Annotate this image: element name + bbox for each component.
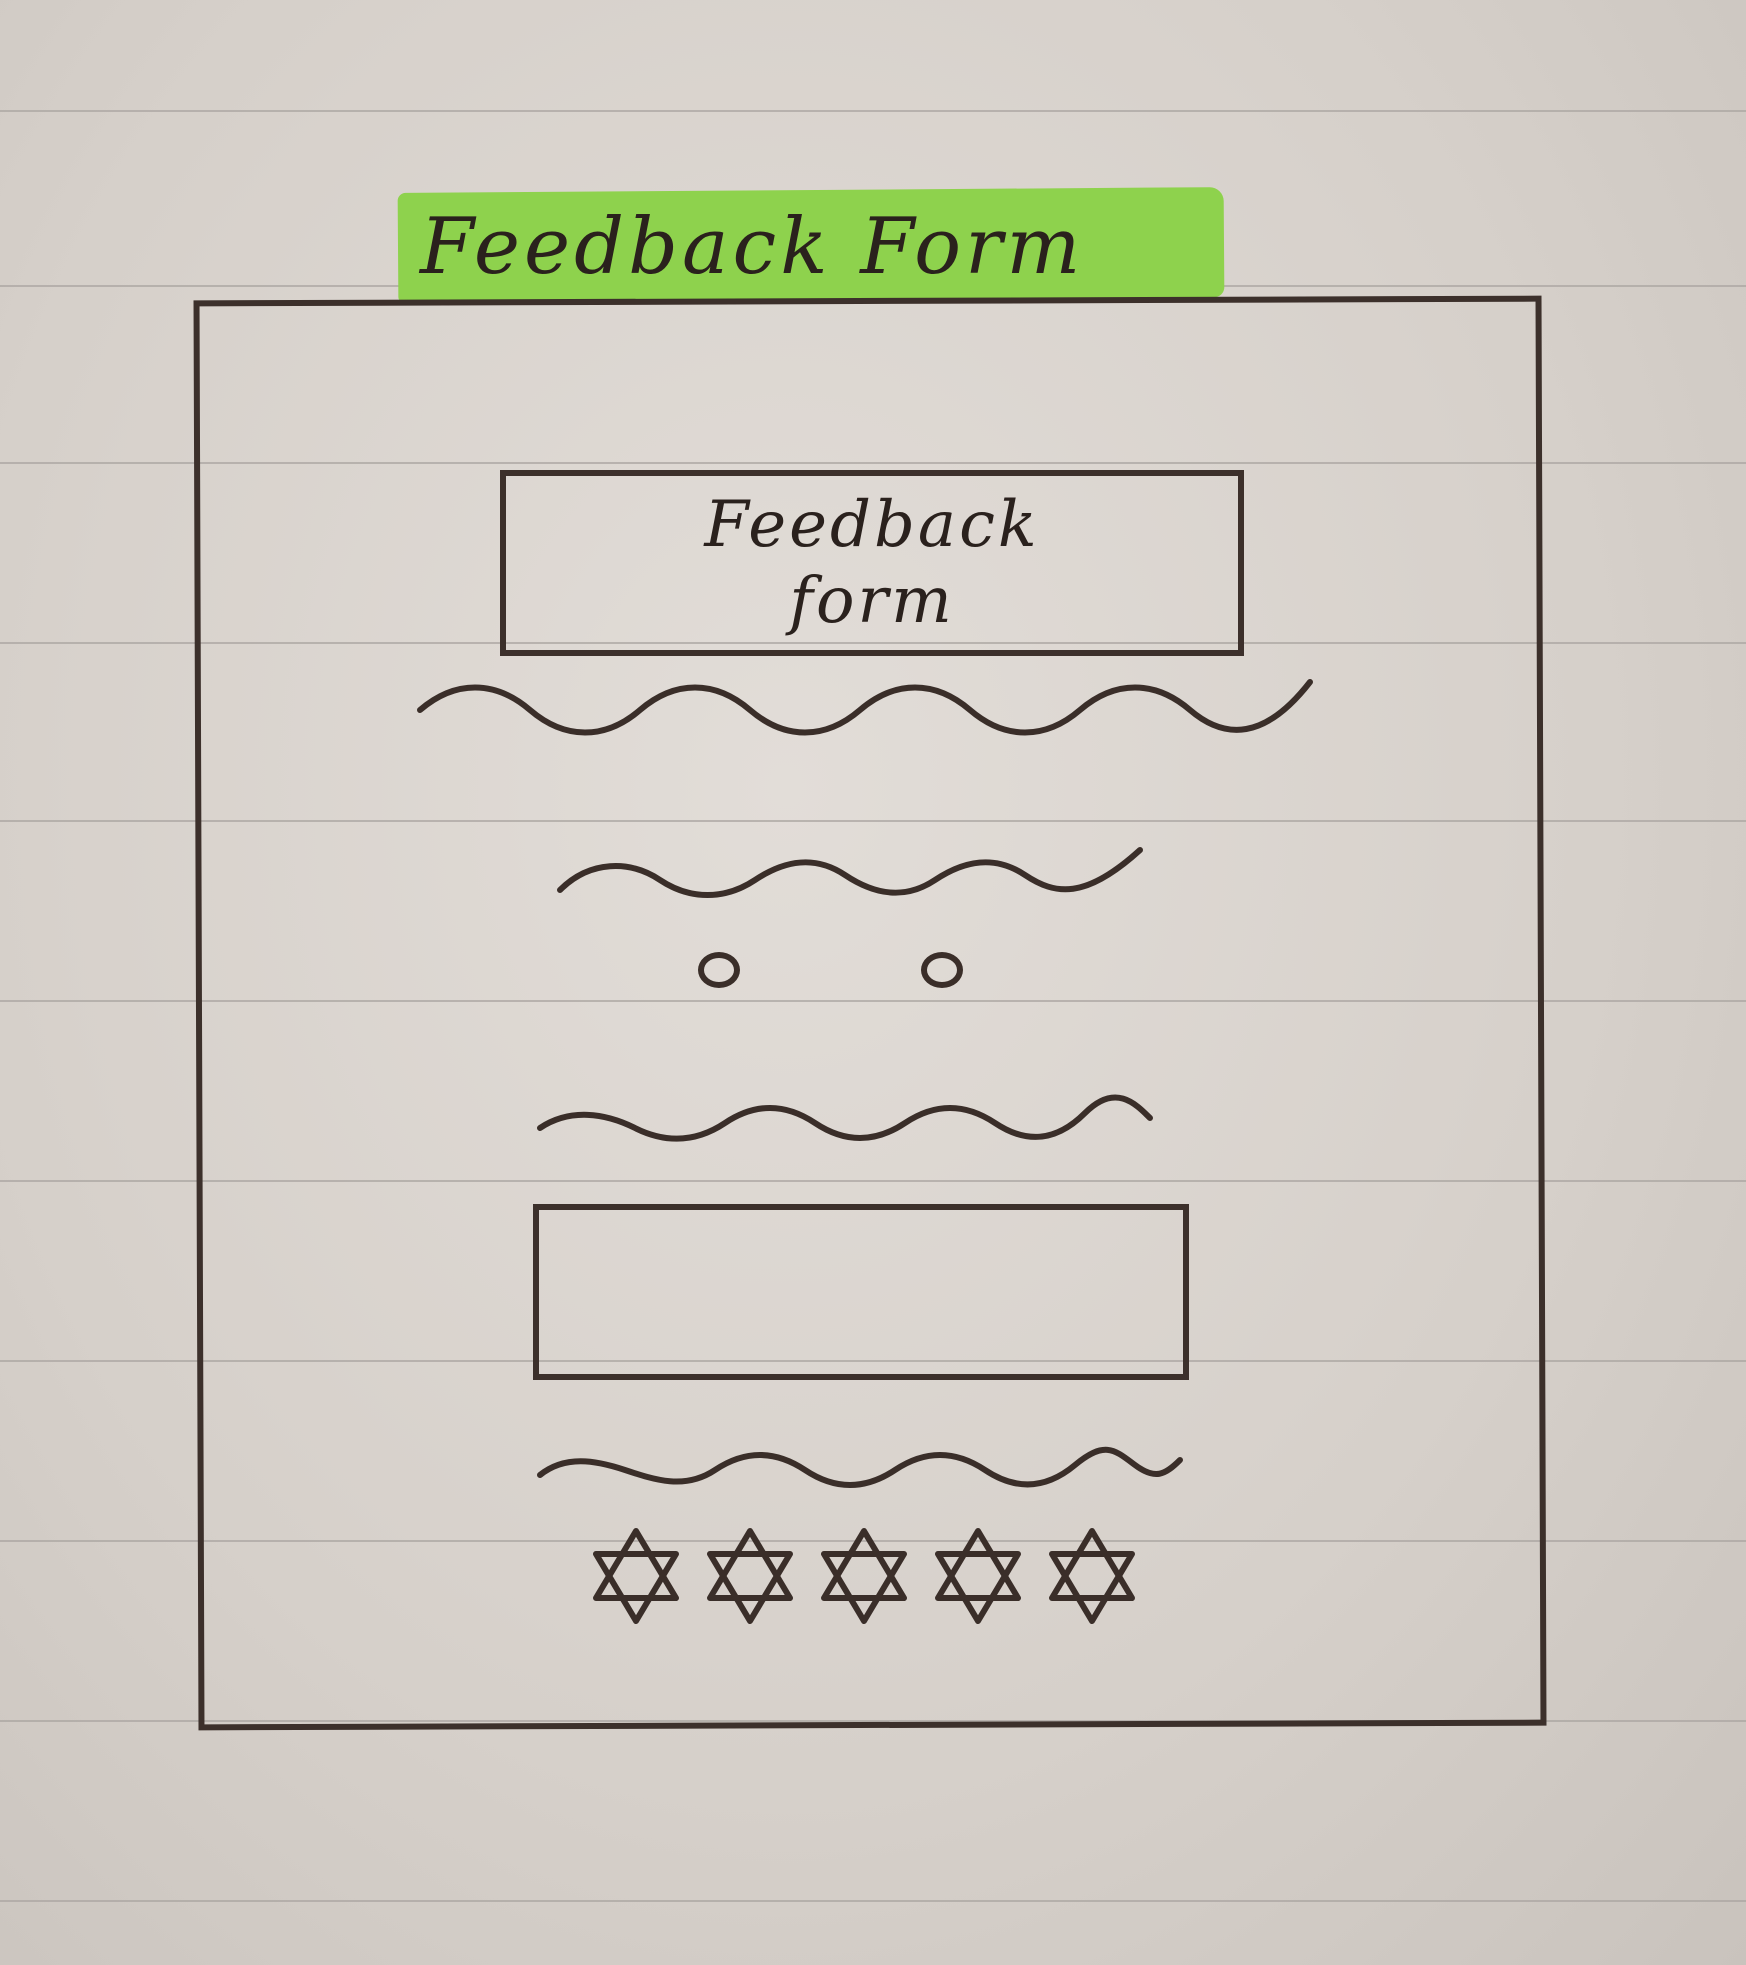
form-header-line2: form bbox=[789, 564, 955, 638]
ruled-line bbox=[0, 1000, 1746, 1002]
question-squiggle bbox=[557, 847, 1143, 898]
comment-textarea[interactable] bbox=[533, 1204, 1189, 1380]
rating-star-icon[interactable] bbox=[928, 1526, 1028, 1626]
description-squiggle bbox=[417, 679, 1313, 736]
rating-star-icon[interactable] bbox=[1042, 1526, 1142, 1626]
star-rating[interactable] bbox=[586, 1526, 1156, 1636]
rating-star-icon[interactable] bbox=[814, 1526, 914, 1626]
ruled-line bbox=[0, 1900, 1746, 1902]
sketch-title: Feedback Form bbox=[420, 202, 1085, 292]
ruled-line bbox=[0, 462, 1746, 464]
ruled-line bbox=[0, 642, 1746, 644]
ruled-line bbox=[0, 1360, 1746, 1362]
radio-option[interactable] bbox=[921, 952, 963, 988]
ruled-line bbox=[0, 820, 1746, 822]
ruled-line bbox=[0, 1180, 1746, 1182]
radio-option[interactable] bbox=[698, 952, 740, 988]
form-header-line1: Feedback bbox=[704, 488, 1040, 562]
ruled-line bbox=[0, 1720, 1746, 1722]
rating-label-squiggle bbox=[537, 1446, 1183, 1488]
ruled-line bbox=[0, 110, 1746, 112]
form-header-box: Feedback form bbox=[500, 470, 1244, 656]
comment-label-squiggle bbox=[537, 1094, 1153, 1142]
rating-star-icon[interactable] bbox=[700, 1526, 800, 1626]
rating-star-icon[interactable] bbox=[586, 1526, 686, 1626]
